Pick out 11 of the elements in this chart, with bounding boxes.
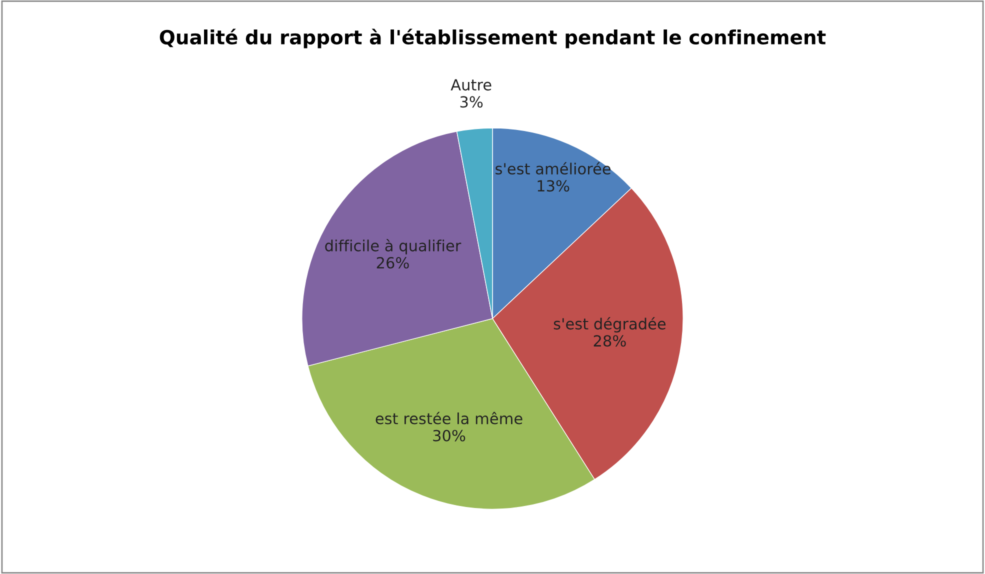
data-label: 30% xyxy=(433,430,466,442)
slice-label: difficile à qualifier xyxy=(325,239,462,254)
data-label: 26% xyxy=(376,256,409,269)
slice-label: s'est améliorée xyxy=(496,162,611,175)
data-label: 13% xyxy=(538,180,570,192)
slice-label: est restée la même xyxy=(376,412,522,424)
slice-label: s'est dégradée xyxy=(554,317,666,333)
chart-title: Qualité du rapport à l'établissement pendant le confinement xyxy=(160,28,826,48)
data-label: 3% xyxy=(460,96,483,108)
data-label: 28% xyxy=(594,335,626,347)
slice-label: Autre xyxy=(450,79,492,91)
